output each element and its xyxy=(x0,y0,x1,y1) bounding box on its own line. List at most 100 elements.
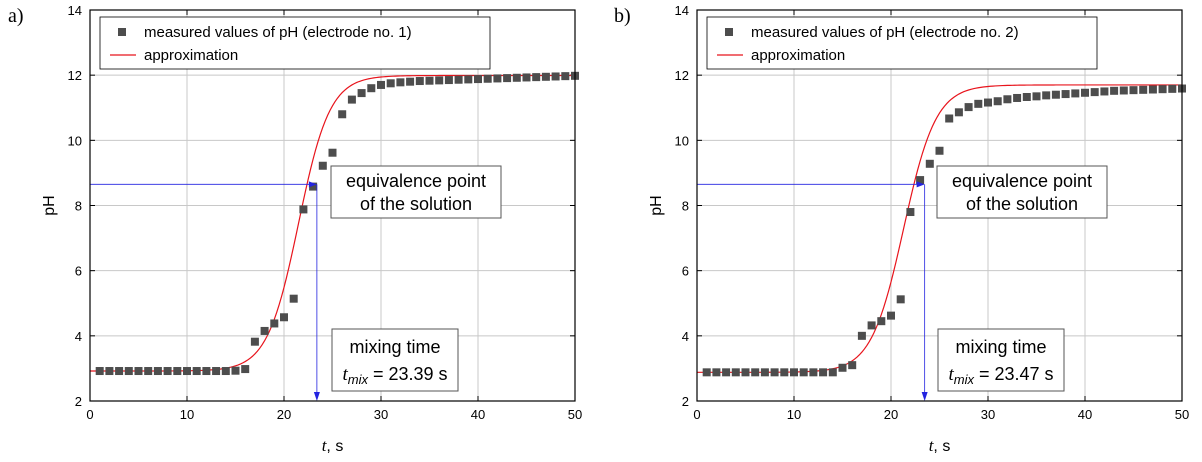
data-point xyxy=(829,368,837,376)
x-tick-label: 30 xyxy=(981,407,995,422)
data-point xyxy=(926,160,934,168)
data-point xyxy=(858,332,866,340)
y-axis-title: pH xyxy=(648,195,665,215)
data-point xyxy=(474,75,482,83)
mixing-arrowhead-v xyxy=(314,392,320,401)
approximation-curve xyxy=(90,75,575,371)
data-point xyxy=(164,367,172,375)
mixing-time-subscript: mix xyxy=(348,372,369,387)
data-point xyxy=(1168,85,1176,93)
y-tick-label: 12 xyxy=(68,68,82,83)
data-point xyxy=(367,84,375,92)
y-tick-label: 2 xyxy=(682,394,689,409)
data-point xyxy=(299,205,307,213)
data-point xyxy=(722,368,730,376)
mixing-time-label: mixing time xyxy=(349,337,440,357)
data-point xyxy=(887,312,895,320)
data-point xyxy=(416,77,424,85)
mixing-time-number: = 23.39 s xyxy=(368,364,448,384)
data-point xyxy=(1033,92,1041,100)
data-point xyxy=(115,367,123,375)
data-point xyxy=(868,321,876,329)
data-point xyxy=(338,110,346,118)
equivalence-annotation: equivalence point of the solution xyxy=(937,166,1107,218)
data-point xyxy=(232,367,240,375)
data-point xyxy=(994,97,1002,105)
data-point xyxy=(936,147,944,155)
equivalence-annotation: equivalence point of the solution xyxy=(331,166,501,218)
equivalence-text-line: equivalence point xyxy=(346,171,486,191)
data-point xyxy=(542,73,550,81)
data-point xyxy=(984,99,992,107)
x-tick-label: 30 xyxy=(374,407,388,422)
y-tick-label: 10 xyxy=(675,133,689,148)
data-point xyxy=(445,76,453,84)
data-point xyxy=(241,365,249,373)
data-point xyxy=(1149,86,1157,94)
x-axis-title: t, s xyxy=(929,436,951,455)
mixing-arrowhead-v xyxy=(922,392,928,401)
data-point xyxy=(839,364,847,372)
data-point xyxy=(1081,89,1089,97)
x-axis-unit: , s xyxy=(933,438,950,455)
x-tick-label: 40 xyxy=(471,407,485,422)
x-tick-label: 0 xyxy=(86,407,93,422)
data-point xyxy=(742,368,750,376)
legend-marker-symbol xyxy=(118,28,126,36)
data-point xyxy=(105,367,113,375)
data-point xyxy=(771,368,779,376)
legend-marker-symbol xyxy=(725,28,733,36)
data-point xyxy=(1130,86,1138,94)
y-tick-label: 14 xyxy=(68,3,82,18)
y-tick-label: 6 xyxy=(75,264,82,279)
data-point xyxy=(290,295,298,303)
legend-entry-approximation: approximation xyxy=(751,47,845,64)
data-point xyxy=(1003,95,1011,103)
x-axis-title: t, s xyxy=(322,436,344,455)
data-point xyxy=(1042,91,1050,99)
data-point xyxy=(426,77,434,85)
data-point xyxy=(348,96,356,104)
data-point xyxy=(1052,91,1060,99)
data-point xyxy=(513,74,521,82)
y-tick-label: 8 xyxy=(75,199,82,214)
x-tick-label: 50 xyxy=(1175,407,1189,422)
data-point xyxy=(819,368,827,376)
legend-entry-approximation: approximation xyxy=(144,47,238,64)
x-tick-label: 50 xyxy=(568,407,582,422)
data-point xyxy=(484,75,492,83)
y-tick-label: 4 xyxy=(75,329,82,344)
data-point xyxy=(135,367,143,375)
legend: measured values of pH (electrode no. 1)a… xyxy=(100,17,490,69)
data-point xyxy=(1100,87,1108,95)
data-point xyxy=(1110,87,1118,95)
data-point xyxy=(809,368,817,376)
data-point xyxy=(1139,86,1147,94)
data-point xyxy=(906,208,914,216)
data-point xyxy=(329,149,337,157)
x-tick-label: 10 xyxy=(180,407,194,422)
legend: measured values of pH (electrode no. 2) a… xyxy=(707,17,1097,69)
data-point xyxy=(387,79,395,87)
data-point xyxy=(319,162,327,170)
data-point xyxy=(1071,89,1079,97)
data-point xyxy=(945,115,953,123)
x-tick-label: 20 xyxy=(884,407,898,422)
data-point xyxy=(493,74,501,82)
data-point xyxy=(1023,93,1031,101)
y-tick-label: 8 xyxy=(682,199,689,214)
data-point xyxy=(202,367,210,375)
data-point xyxy=(800,368,808,376)
data-point xyxy=(761,368,769,376)
mixing-time-label: mixing time xyxy=(955,337,1046,357)
mixing-time-subscript: mix xyxy=(954,372,975,387)
data-point xyxy=(358,89,366,97)
data-point xyxy=(261,327,269,335)
data-point xyxy=(377,81,385,89)
data-point xyxy=(154,367,162,375)
y-tick-label: 2 xyxy=(75,394,82,409)
